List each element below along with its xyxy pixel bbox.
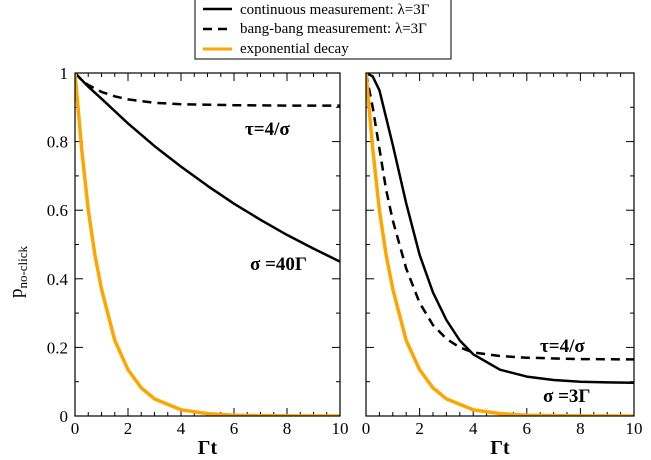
right-x-tick-label: 8 — [576, 419, 585, 438]
left-x-tick-label: 2 — [124, 419, 133, 438]
legend-label-decay: exponential decay — [240, 41, 349, 57]
right-x-tick-label: 4 — [469, 419, 478, 438]
y-axis-label-main: p — [6, 289, 27, 299]
right-x-tick-label: 6 — [523, 419, 532, 438]
legend: continuous measurement: λ=3Γ bang-bang m… — [194, 0, 452, 60]
y-tick-label: 0.6 — [47, 201, 68, 220]
y-axis-label: pno-click — [6, 245, 30, 298]
left-x-tick-label: 10 — [332, 419, 349, 438]
right-x-tick-label: 10 — [626, 419, 643, 438]
legend-label-bangbang: bang-bang measurement: λ=3Γ — [240, 21, 427, 37]
left-x-tick-label: 6 — [230, 419, 239, 438]
left-annotation: τ=4/σ — [245, 119, 290, 140]
right-series-decay — [366, 73, 634, 416]
left-x-tick-label: 0 — [71, 419, 80, 438]
y-tick-label: 1 — [60, 64, 69, 83]
right-x-tick-label: 0 — [362, 419, 371, 438]
legend-frame — [194, 0, 452, 60]
left-annotation: σ =40Γ — [250, 254, 307, 275]
right-annotation: τ=4/σ — [540, 336, 585, 357]
left-series-continuous — [75, 73, 340, 263]
left-plot-frame — [74, 72, 341, 417]
y-tick-label: 0.2 — [47, 338, 68, 357]
right-tick-marks — [365, 72, 635, 417]
panel-right: 0 2 4 6 8 10 Γt τ=4/σ σ =3Γ — [362, 72, 643, 459]
left-x-tick-label: 4 — [177, 419, 186, 438]
right-series-bangbang — [366, 73, 634, 361]
right-x-axis-label: Γt — [490, 437, 510, 459]
left-series-bangbang — [75, 73, 340, 107]
right-annotation: σ =3Γ — [543, 386, 591, 407]
right-x-tick-label: 2 — [415, 419, 424, 438]
right-plot-frame — [365, 72, 635, 417]
left-x-tick-label: 8 — [283, 419, 292, 438]
left-series-decay — [75, 73, 340, 416]
left-tick-marks — [74, 72, 341, 417]
left-x-axis-label: Γt — [198, 437, 218, 459]
legend-label-continuous: continuous measurement: λ=3Γ — [240, 2, 430, 18]
y-tick-label: 0 — [60, 407, 69, 426]
y-axis-label-sub: no-click — [15, 245, 30, 288]
y-tick-label: 0.8 — [47, 133, 68, 152]
svg-text:pno-click: pno-click — [6, 245, 30, 298]
right-series-continuous — [366, 73, 634, 384]
panel-left: 0 2 4 6 8 10 0 0.2 0.4 0.6 0.8 1 Γt τ=4/σ σ =40Γ — [47, 64, 349, 459]
y-tick-label: 0.4 — [47, 270, 69, 289]
